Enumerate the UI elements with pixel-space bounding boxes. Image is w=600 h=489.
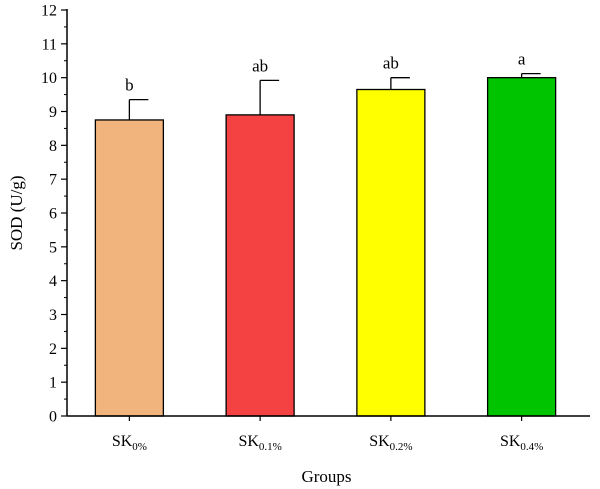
y-tick-label: 2 [49,341,57,358]
y-tick-label: 7 [49,172,57,189]
y-tick-label: 11 [42,36,57,53]
significance-letter: ab [383,54,399,73]
y-tick-label: 9 [49,104,57,121]
bar [94,119,165,417]
y-tick-label: 1 [49,375,57,392]
bar [356,88,426,417]
x-axis-title: Groups [301,467,351,486]
error-bars-group [128,72,541,120]
x-category-labels: SK0% SK0.1% SK0.2% SK0.4% [112,416,543,453]
significance-letter: a [518,50,526,69]
x-tick-label: SK0.1% [238,433,281,453]
y-tick-label: 0 [49,409,57,426]
y-tick-label: 8 [49,138,57,155]
bar [486,77,557,417]
y-tick-label: 3 [49,307,57,324]
y-tick-label: 6 [49,206,57,223]
y-tick-label: 12 [41,3,57,20]
y-tick-label: 10 [41,70,57,87]
x-tick-label: SK0% [112,433,147,453]
x-tick-label: SK0.4% [500,433,543,453]
significance-labels: b ab ab a [125,50,526,95]
y-axis-title: SOD (U/g) [7,175,26,250]
y-tick-label: 5 [49,239,57,256]
significance-letter: ab [252,56,268,75]
y-tick-label: 4 [49,273,57,290]
significance-letter: b [125,76,134,95]
bars-group [94,77,557,417]
x-tick-label: SK0.2% [369,433,412,453]
bar [225,114,295,417]
